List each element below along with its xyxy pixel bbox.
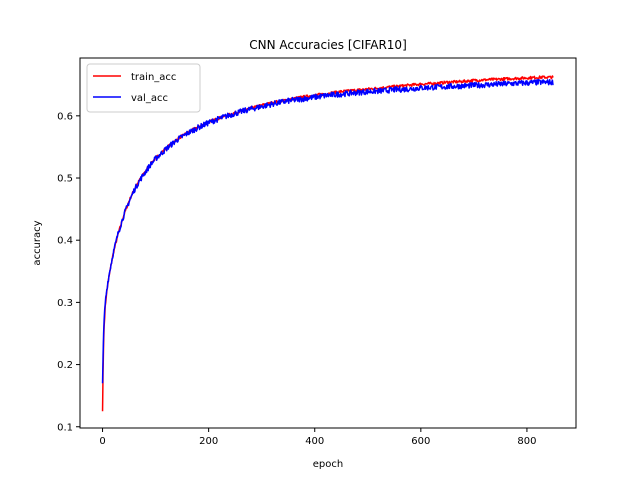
plot-frame bbox=[79, 57, 577, 429]
y-axis: 0.1 0.2 0.3 0.4 0.5 0.6 bbox=[57, 111, 80, 433]
x-tick-label: 600 bbox=[411, 436, 430, 447]
legend: train_acc val_acc bbox=[86, 63, 201, 113]
chart-title: CNN Accuracies [CIFAR10] bbox=[249, 38, 407, 52]
x-tick-label: 800 bbox=[517, 436, 536, 447]
y-tick-label: 0.2 bbox=[57, 360, 73, 371]
y-tick-label: 0.4 bbox=[57, 236, 73, 247]
plot-area bbox=[80, 58, 576, 428]
x-axis: 0 200 400 600 800 bbox=[99, 428, 536, 447]
legend-label-train-acc: train_acc bbox=[131, 72, 176, 83]
y-axis-label: accuracy bbox=[32, 220, 43, 265]
series-line-val-acc bbox=[101, 78, 554, 384]
x-axis-label: epoch bbox=[313, 459, 343, 470]
y-tick-label: 0.3 bbox=[57, 298, 73, 309]
x-tick-label: 400 bbox=[305, 436, 324, 447]
x-tick-label: 0 bbox=[99, 436, 105, 447]
y-tick-label: 0.5 bbox=[57, 174, 73, 185]
y-tick-label: 0.6 bbox=[57, 111, 73, 122]
series-layer bbox=[101, 75, 554, 412]
x-tick-label: 200 bbox=[199, 436, 218, 447]
y-tick-label: 0.1 bbox=[57, 422, 73, 433]
legend-label-val-acc: val_acc bbox=[131, 93, 168, 104]
